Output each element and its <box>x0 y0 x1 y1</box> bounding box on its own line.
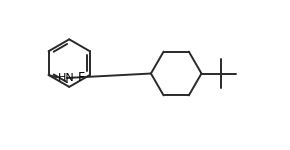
Text: HN: HN <box>57 73 74 83</box>
Text: F: F <box>78 71 85 84</box>
